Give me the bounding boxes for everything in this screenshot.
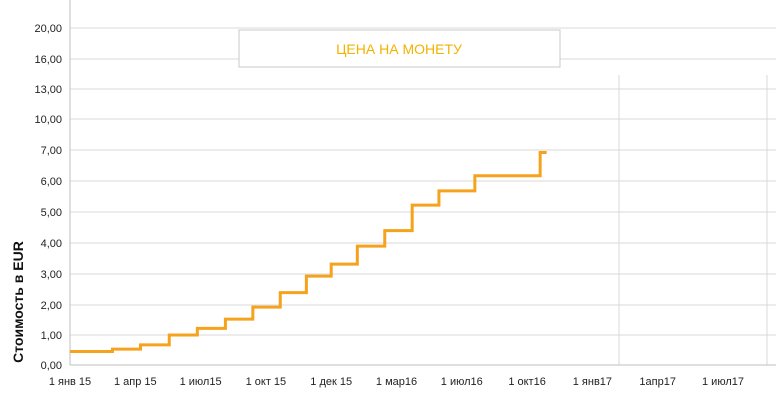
x-tick-label: 1 окт 15 — [246, 376, 287, 388]
x-tick-labels: 1 янв 15 1 апр 15 1 июл15 1 окт 15 1 дек 15 1… — [49, 376, 744, 388]
y-tick-label: 5,00 — [41, 207, 62, 219]
x-tick-label: 1 мар16 — [376, 376, 417, 388]
axis-layer — [69, 0, 776, 366]
x-tick-label: 1апр17 — [639, 376, 676, 388]
x-tick-label: 1 окт16 — [508, 376, 546, 388]
chart-title-box: ЦЕНА НА МОНЕТУ — [238, 29, 561, 68]
y-tick-label: 1,00 — [41, 330, 62, 342]
y-tick-label: 2,00 — [41, 300, 62, 312]
y-tick-label: 0,00 — [41, 360, 62, 372]
x-tick-label: 1 янв17 — [573, 376, 612, 388]
y-tick-labels: 0,00 1,00 2,00 3,00 4,00 5,00 6,00 7,00 10,00 13,… — [34, 23, 62, 372]
y-tick-label: 20,00 — [34, 23, 62, 35]
chart-title: ЦЕНА НА МОНЕТУ — [336, 41, 462, 57]
y-tick-label: 7,00 — [41, 145, 62, 157]
y-tick-label: 6,00 — [41, 176, 62, 188]
grid-layer — [70, 27, 776, 365]
title-frame — [238, 29, 561, 68]
x-tick-label: 1 дек 15 — [310, 376, 352, 388]
x-tick-label: 1 июл15 — [180, 376, 222, 388]
x-tick-label: 1 июл16 — [441, 376, 483, 388]
series-layer — [70, 150, 547, 353]
x-tick-label: 1 апр 15 — [114, 376, 157, 388]
y-axis-label: Стоимость в EUR — [10, 241, 26, 363]
y-tick-label: 13,00 — [34, 84, 62, 96]
y-tick-label: 4,00 — [41, 238, 62, 250]
y-tick-label: 3,00 — [41, 269, 62, 281]
x-tick-label: 1 июл17 — [702, 376, 744, 388]
y-tick-label: 10,00 — [34, 114, 62, 126]
price-step-line — [70, 150, 547, 353]
x-tick-label: 1 янв 15 — [49, 376, 91, 388]
y-tick-label: 16,00 — [34, 54, 62, 66]
